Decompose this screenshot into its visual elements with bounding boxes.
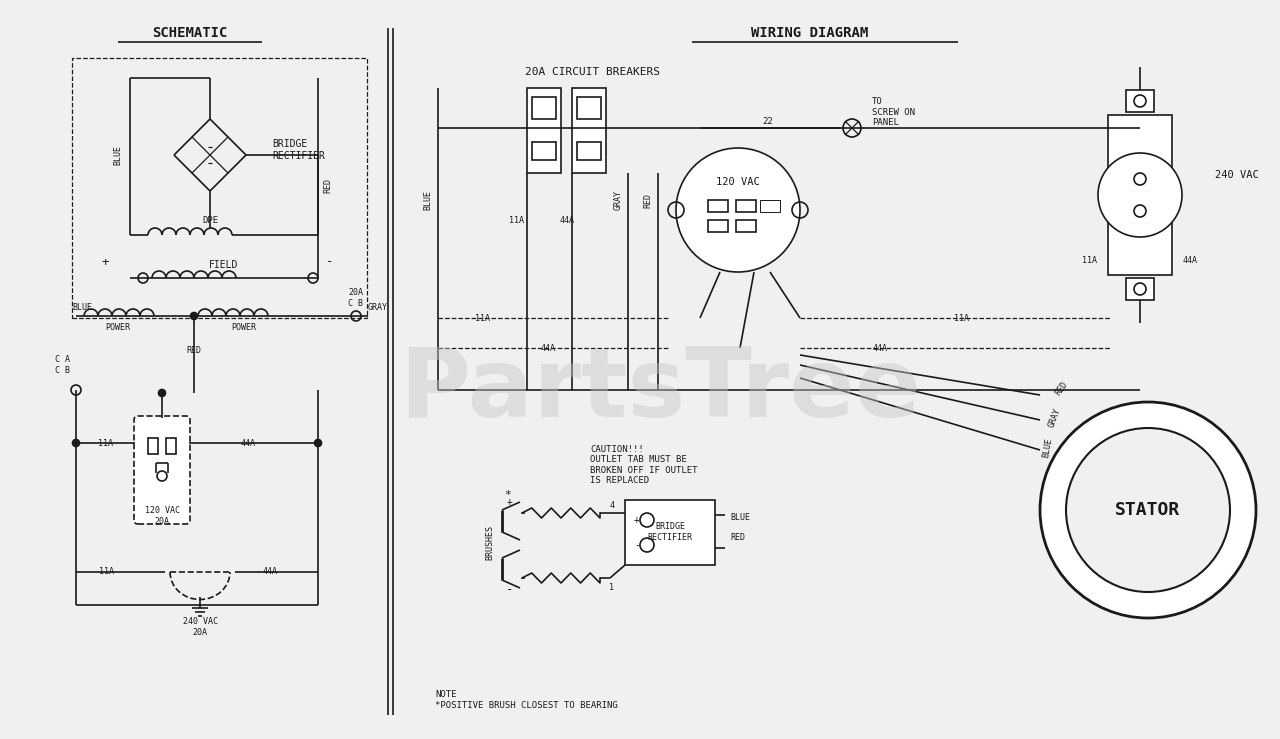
Bar <box>577 142 602 160</box>
Text: -: - <box>507 584 513 596</box>
Bar <box>572 88 605 173</box>
Text: 44A: 44A <box>559 216 575 225</box>
Text: -: - <box>326 256 334 268</box>
Text: 20A
C B: 20A C B <box>348 288 364 307</box>
Text: RED: RED <box>187 346 201 355</box>
Circle shape <box>315 440 321 446</box>
Text: RED: RED <box>644 192 653 208</box>
Text: 22: 22 <box>763 117 773 126</box>
Text: 44A: 44A <box>241 438 256 448</box>
Text: 44A: 44A <box>540 344 556 353</box>
Text: *: * <box>504 490 512 500</box>
Bar <box>1126 278 1155 300</box>
Bar <box>532 97 556 119</box>
Text: 11A: 11A <box>99 568 114 576</box>
Circle shape <box>1098 153 1181 237</box>
Text: RED: RED <box>730 534 745 542</box>
Text: 20A CIRCUIT BREAKERS: 20A CIRCUIT BREAKERS <box>526 67 660 77</box>
Bar <box>166 438 177 454</box>
Text: BLUE: BLUE <box>72 302 92 312</box>
Text: +: + <box>634 515 640 525</box>
Text: GRAY: GRAY <box>1047 407 1062 429</box>
Text: FIELD: FIELD <box>210 260 238 270</box>
Bar <box>736 200 756 212</box>
Text: 11A: 11A <box>955 313 969 322</box>
Text: BRIDGE
RECTIFIER: BRIDGE RECTIFIER <box>273 139 325 161</box>
Bar <box>577 97 602 119</box>
Bar <box>760 200 780 212</box>
Bar <box>527 88 561 173</box>
Text: 120 VAC: 120 VAC <box>716 177 760 187</box>
Text: BLUE: BLUE <box>114 145 123 165</box>
Text: 44A: 44A <box>262 568 278 576</box>
FancyBboxPatch shape <box>134 416 189 524</box>
Bar <box>72 58 367 318</box>
Text: BLUE: BLUE <box>1042 437 1055 459</box>
Text: DPE: DPE <box>202 216 218 225</box>
Circle shape <box>191 313 197 319</box>
Circle shape <box>1039 402 1256 618</box>
Text: GRAY: GRAY <box>613 190 622 210</box>
Text: RED: RED <box>1053 379 1070 397</box>
Text: GRAY: GRAY <box>369 302 388 312</box>
Text: WIRING DIAGRAM: WIRING DIAGRAM <box>751 26 869 40</box>
Text: +: + <box>101 256 109 268</box>
Bar <box>708 220 728 232</box>
Text: BRIDGE
RECTIFIER: BRIDGE RECTIFIER <box>648 522 692 542</box>
Bar <box>532 142 556 160</box>
Circle shape <box>159 389 165 397</box>
Text: PartsTree: PartsTree <box>399 344 922 437</box>
Bar <box>736 220 756 232</box>
Text: POWER: POWER <box>232 322 256 332</box>
Text: POWER: POWER <box>105 322 131 332</box>
Text: 44A: 44A <box>873 344 887 353</box>
Text: 4: 4 <box>609 500 614 509</box>
Text: CAUTION!!!
OUTLET TAB MUST BE
BROKEN OFF IF OUTLET
IS REPLACED: CAUTION!!! OUTLET TAB MUST BE BROKEN OFF… <box>590 445 698 486</box>
Text: -: - <box>634 540 640 550</box>
Text: C A
C B: C A C B <box>55 355 69 375</box>
Circle shape <box>676 148 800 272</box>
Text: 11A: 11A <box>475 313 489 322</box>
Text: 1: 1 <box>609 582 614 591</box>
Text: RED: RED <box>324 177 333 192</box>
Text: NOTE
*POSITIVE BRUSH CLOSEST TO BEARING: NOTE *POSITIVE BRUSH CLOSEST TO BEARING <box>435 690 618 709</box>
Bar <box>148 438 157 454</box>
Circle shape <box>1066 428 1230 592</box>
Text: 120 VAC
20A: 120 VAC 20A <box>145 506 179 525</box>
Text: +: + <box>507 497 513 507</box>
Text: 44A: 44A <box>1183 256 1198 265</box>
Text: 240 VAC: 240 VAC <box>1215 170 1258 180</box>
Bar <box>1126 90 1155 112</box>
Text: STATOR: STATOR <box>1115 501 1180 519</box>
Text: BRUSHES: BRUSHES <box>485 525 494 559</box>
Text: 240 VAC
20A: 240 VAC 20A <box>183 617 218 637</box>
Bar <box>708 200 728 212</box>
Text: 11A: 11A <box>97 438 113 448</box>
Text: SCHEMATIC: SCHEMATIC <box>152 26 228 40</box>
Bar <box>625 500 716 565</box>
Text: 11A: 11A <box>1083 256 1097 265</box>
Bar <box>1108 115 1172 275</box>
Circle shape <box>73 440 79 446</box>
Text: TO
SCREW ON
PANEL: TO SCREW ON PANEL <box>872 97 915 127</box>
Text: BLUE: BLUE <box>424 190 433 210</box>
Text: BLUE: BLUE <box>730 514 750 522</box>
Text: 11A: 11A <box>509 216 525 225</box>
